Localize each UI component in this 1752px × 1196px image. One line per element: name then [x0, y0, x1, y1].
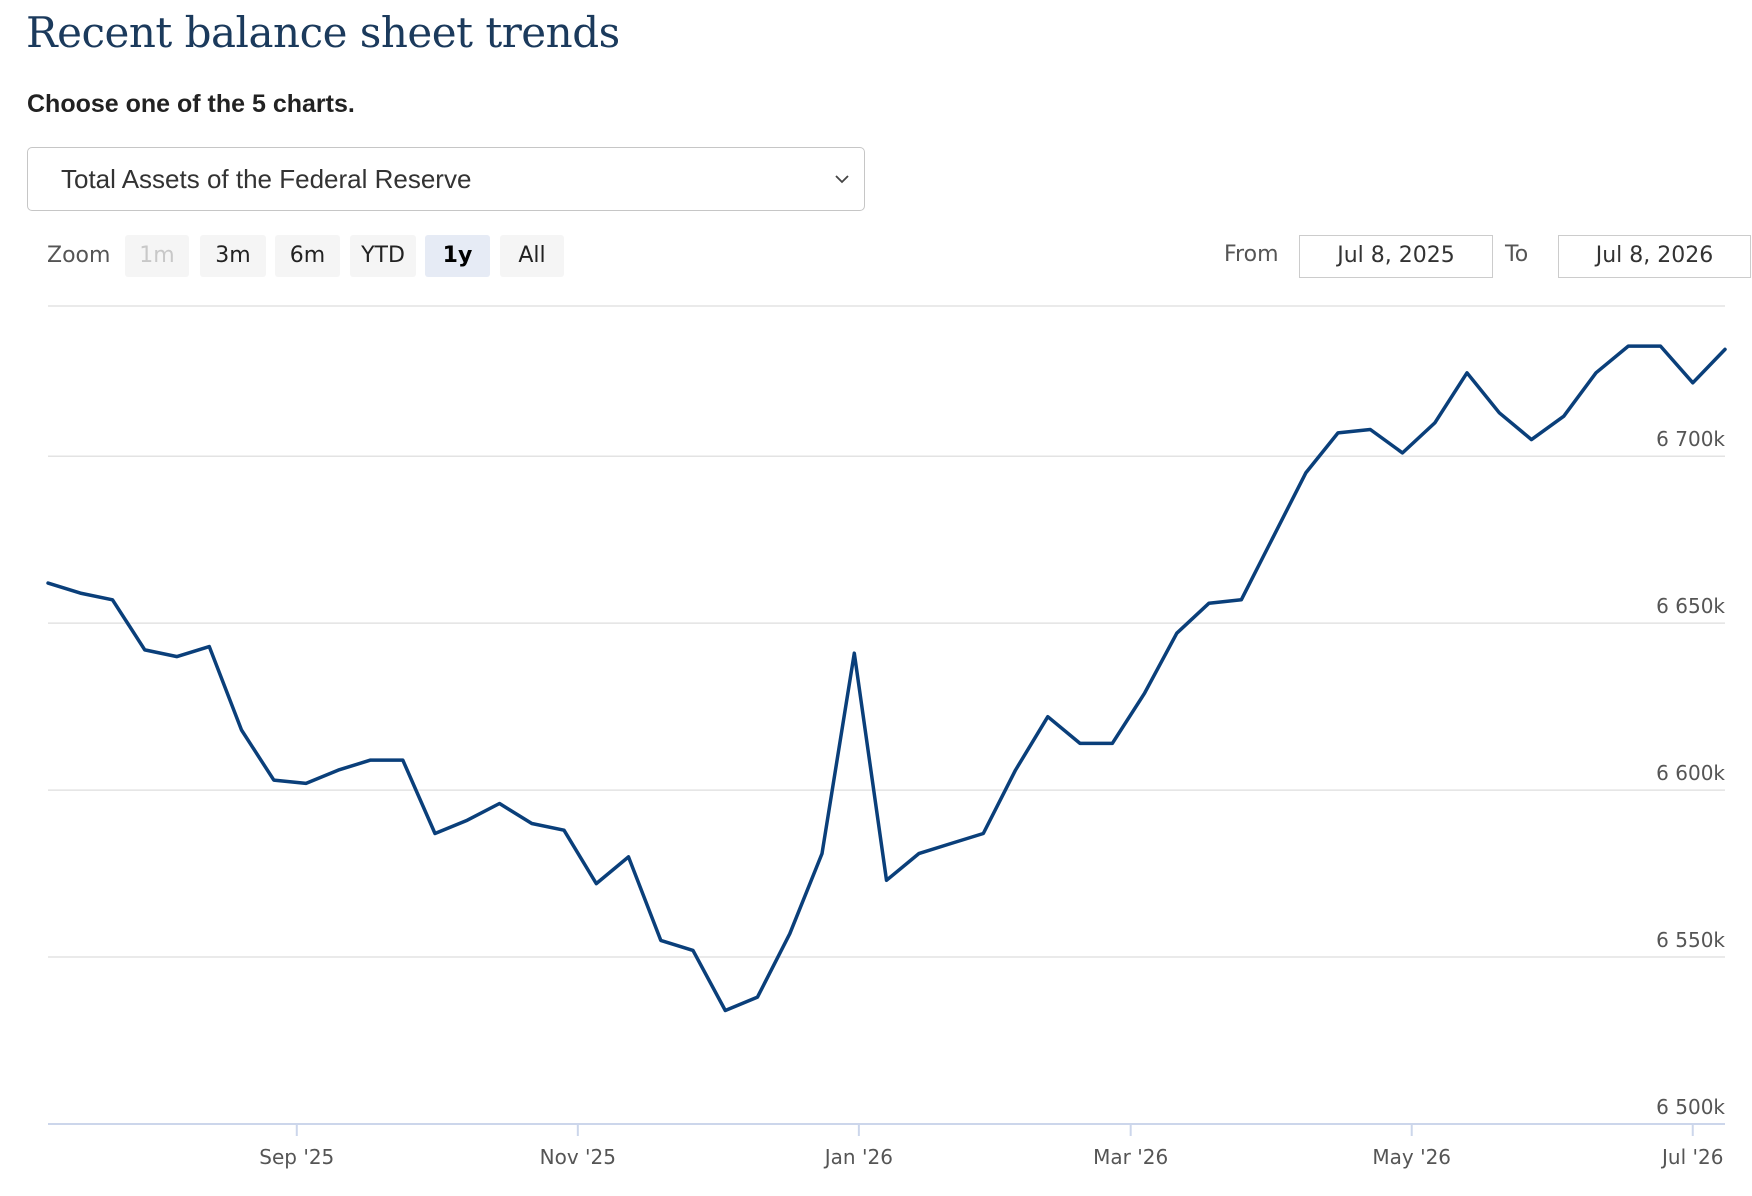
zoom-button-ytd[interactable]: YTD: [350, 235, 416, 277]
from-date-input[interactable]: Jul 8, 2025: [1299, 235, 1493, 278]
from-label: From: [1224, 242, 1279, 267]
chart-select-value: Total Assets of the Federal Reserve: [61, 164, 472, 194]
to-label: To: [1505, 242, 1529, 267]
x-tick-label: Sep '25: [259, 1145, 334, 1169]
y-tick-label: 6 700k: [1656, 427, 1725, 451]
y-tick-label: 6 650k: [1656, 594, 1725, 618]
page-title: Recent balance sheet trends: [26, 8, 620, 57]
chart-chooser-prompt: Choose one of the 5 charts.: [27, 90, 355, 118]
x-tick-label: Nov '25: [540, 1145, 616, 1169]
y-tick-label: 6 500k: [1656, 1095, 1725, 1119]
zoom-button-1m: 1m: [125, 235, 189, 277]
chart-select-dropdown[interactable]: Total Assets of the Federal Reserve: [27, 147, 865, 211]
to-date-input[interactable]: Jul 8, 2026: [1558, 235, 1751, 278]
chevron-down-icon: [835, 175, 849, 184]
zoom-button-6m[interactable]: 6m: [275, 235, 340, 277]
x-tick-label: Jul '26: [1660, 1145, 1723, 1169]
zoom-label: Zoom: [47, 243, 111, 268]
y-tick-label: 6 600k: [1656, 761, 1725, 785]
series-line: [46, 344, 1727, 1013]
zoom-button-1y[interactable]: 1y: [425, 235, 490, 277]
y-tick-label: 6 550k: [1656, 928, 1725, 952]
x-tick-label: Jan '26: [823, 1145, 893, 1169]
zoom-button-3m[interactable]: 3m: [200, 235, 266, 277]
zoom-button-all[interactable]: All: [500, 235, 564, 277]
x-tick-label: Mar '26: [1093, 1145, 1168, 1169]
x-tick-label: May '26: [1372, 1145, 1451, 1169]
